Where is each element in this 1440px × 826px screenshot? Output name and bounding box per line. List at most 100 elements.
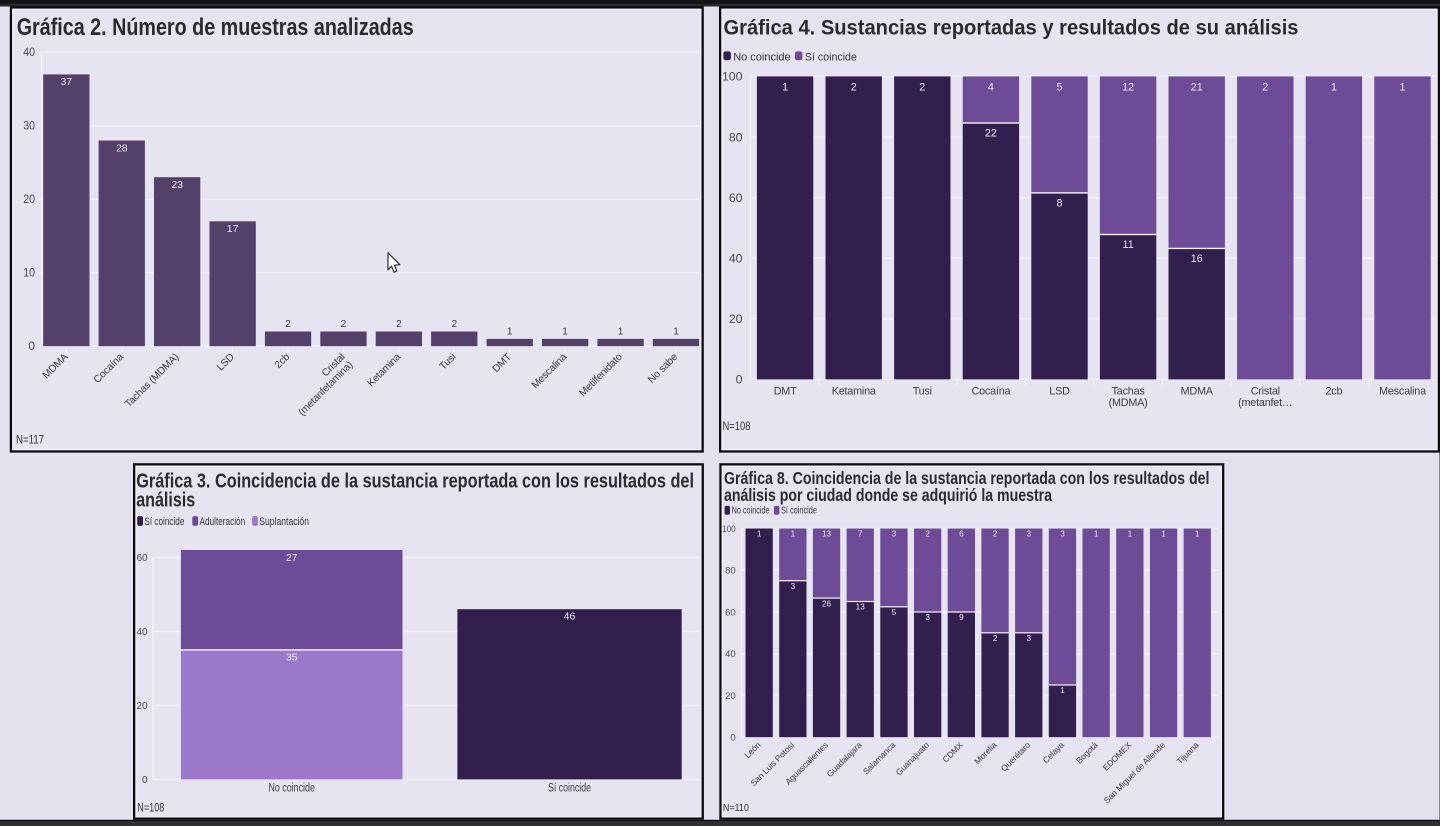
svg-text:26: 26 <box>822 599 832 608</box>
svg-text:1: 1 <box>1195 529 1200 538</box>
svg-text:28: 28 <box>116 142 128 154</box>
svg-text:1: 1 <box>1331 81 1337 93</box>
svg-text:20: 20 <box>136 701 148 712</box>
svg-text:40: 40 <box>725 649 736 660</box>
svg-text:No coincide: No coincide <box>732 506 770 517</box>
svg-text:0: 0 <box>736 373 743 387</box>
svg-text:80: 80 <box>725 566 736 577</box>
svg-text:6: 6 <box>959 529 964 538</box>
svg-text:1: 1 <box>757 529 762 538</box>
svg-text:60: 60 <box>729 191 743 205</box>
svg-text:2: 2 <box>993 634 998 643</box>
svg-text:35: 35 <box>286 651 298 663</box>
svg-text:Tachas: Tachas <box>1112 385 1146 397</box>
svg-text:1: 1 <box>562 326 568 338</box>
svg-text:Sí coincide: Sí coincide <box>805 51 857 63</box>
svg-text:1: 1 <box>673 326 679 338</box>
svg-text:2: 2 <box>451 318 457 330</box>
svg-text:2: 2 <box>851 81 857 93</box>
svg-text:N=110: N=110 <box>723 802 749 814</box>
svg-text:17: 17 <box>227 223 239 235</box>
svg-text:Sí coincide: Sí coincide <box>144 516 184 528</box>
svg-text:2: 2 <box>925 529 930 538</box>
svg-text:(MDMA): (MDMA) <box>1109 397 1148 409</box>
svg-text:N=117: N=117 <box>16 433 44 447</box>
svg-text:Tusi: Tusi <box>913 385 932 397</box>
svg-text:9: 9 <box>959 613 964 622</box>
svg-text:37: 37 <box>60 76 72 88</box>
svg-text:60: 60 <box>136 553 148 564</box>
svg-text:1: 1 <box>1060 686 1065 695</box>
svg-text:20: 20 <box>725 691 736 702</box>
svg-text:3: 3 <box>1060 529 1065 538</box>
svg-text:1: 1 <box>618 326 624 338</box>
svg-text:27: 27 <box>286 552 298 564</box>
svg-text:13: 13 <box>856 603 866 612</box>
svg-text:Gráfica 2. Número de muestras: Gráfica 2. Número de muestras analizadas <box>17 14 414 41</box>
svg-text:30: 30 <box>23 119 35 133</box>
svg-text:0: 0 <box>28 339 35 353</box>
svg-text:Gráfica 8. Coincidencia de la: Gráfica 8. Coincidencia de la sustancia … <box>724 468 1210 488</box>
svg-text:40: 40 <box>23 45 35 59</box>
svg-text:análisis: análisis <box>136 489 195 512</box>
svg-text:1: 1 <box>1399 81 1405 93</box>
svg-text:3: 3 <box>892 529 897 538</box>
svg-text:Mescalina: Mescalina <box>1379 385 1426 397</box>
svg-text:LSD: LSD <box>1049 385 1070 397</box>
svg-text:No coincide: No coincide <box>268 783 315 795</box>
svg-text:60: 60 <box>725 607 736 618</box>
svg-text:DMT: DMT <box>774 385 797 397</box>
svg-text:Suplantación: Suplantación <box>259 516 309 528</box>
svg-text:1: 1 <box>791 529 796 538</box>
svg-text:1: 1 <box>1094 529 1099 538</box>
svg-text:Cristal: Cristal <box>1251 385 1280 397</box>
svg-text:11: 11 <box>1122 239 1133 251</box>
svg-text:2: 2 <box>993 529 998 538</box>
svg-text:2: 2 <box>1262 81 1268 93</box>
svg-text:23: 23 <box>171 179 183 191</box>
svg-text:No coincide: No coincide <box>733 51 791 63</box>
svg-text:3: 3 <box>791 582 796 591</box>
svg-text:3: 3 <box>1027 529 1032 538</box>
svg-text:2cb: 2cb <box>1325 385 1342 397</box>
svg-text:22: 22 <box>985 128 997 140</box>
svg-text:1: 1 <box>1161 529 1166 538</box>
svg-text:4: 4 <box>988 81 994 93</box>
svg-text:0: 0 <box>730 733 735 744</box>
svg-text:80: 80 <box>729 130 743 144</box>
svg-text:10: 10 <box>23 266 35 280</box>
svg-text:2: 2 <box>340 318 346 330</box>
svg-text:13: 13 <box>822 529 832 538</box>
svg-text:3: 3 <box>1027 634 1032 643</box>
svg-text:2: 2 <box>919 81 925 93</box>
svg-text:N=108: N=108 <box>723 419 751 433</box>
svg-text:(metanfet…: (metanfet… <box>1238 397 1292 409</box>
svg-text:N=108: N=108 <box>137 803 164 815</box>
svg-text:Sí coincide: Sí coincide <box>548 783 591 795</box>
svg-text:1: 1 <box>782 81 788 93</box>
svg-text:Cocaína: Cocaína <box>971 385 1010 397</box>
svg-text:análisis por ciudad donde se a: análisis por ciudad donde se adquirió la… <box>724 485 1052 505</box>
svg-text:40: 40 <box>729 252 743 266</box>
svg-text:Ketamina: Ketamina <box>832 385 876 397</box>
svg-text:5: 5 <box>1056 81 1062 93</box>
svg-text:46: 46 <box>564 611 576 623</box>
svg-text:1: 1 <box>507 326 513 338</box>
svg-text:16: 16 <box>1191 253 1203 265</box>
svg-text:3: 3 <box>925 613 930 622</box>
svg-text:5: 5 <box>892 608 897 617</box>
svg-text:40: 40 <box>136 627 148 638</box>
svg-text:MDMA: MDMA <box>1181 385 1214 397</box>
svg-text:100: 100 <box>722 524 736 535</box>
svg-text:21: 21 <box>1191 81 1203 93</box>
svg-text:1: 1 <box>1128 529 1133 538</box>
svg-text:20: 20 <box>729 312 743 326</box>
svg-text:Gráfica 3. Coincidencia de la: Gráfica 3. Coincidencia de la sustancia … <box>136 469 694 492</box>
svg-text:Adulteración: Adulteración <box>200 516 246 528</box>
svg-text:8: 8 <box>1056 198 1062 210</box>
svg-text:12: 12 <box>1122 81 1134 93</box>
svg-text:2: 2 <box>285 318 291 330</box>
svg-text:Sí coincide: Sí coincide <box>781 506 817 517</box>
svg-text:7: 7 <box>858 529 863 538</box>
svg-text:100: 100 <box>722 70 743 84</box>
